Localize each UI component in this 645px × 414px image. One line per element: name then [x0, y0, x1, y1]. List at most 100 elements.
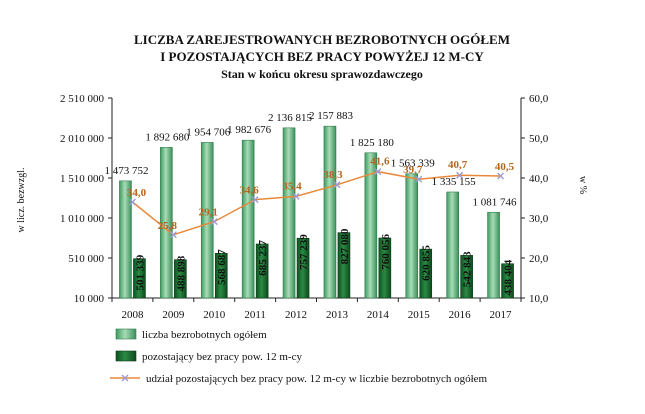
x-tick-label: 2014	[367, 309, 390, 321]
x-tick-label: 2016	[449, 309, 472, 321]
bar-total	[119, 180, 132, 299]
bar-long	[214, 253, 228, 299]
data-label-total: 1 825 180	[350, 137, 395, 149]
data-label-long: 438 404	[503, 259, 515, 295]
data-label-share: 40,5	[495, 161, 515, 173]
series-long-bars	[133, 232, 514, 299]
y-tick-label: 10 000	[74, 293, 105, 305]
data-label-long: 542 843	[462, 251, 474, 287]
share-marker	[251, 196, 259, 204]
share-marker	[497, 172, 505, 180]
bar-long	[174, 259, 187, 299]
bar-long	[337, 232, 351, 299]
bar-long	[501, 263, 514, 299]
data-label-share: 38,3	[323, 169, 343, 181]
bar-total	[446, 191, 459, 299]
share-marker	[333, 181, 341, 189]
bar-long	[296, 237, 310, 299]
data-label-total: 1 982 676	[227, 124, 272, 136]
data-label-share: 40,7	[448, 159, 468, 171]
y2-axis-label: w %	[577, 176, 588, 194]
legend-swatch-long	[115, 350, 137, 362]
bar-long	[378, 237, 392, 299]
bar-total	[364, 152, 378, 299]
legend-swatch-total	[115, 328, 137, 340]
data-label-total: 1 473 752	[104, 165, 148, 177]
y2-tick-label: 10,0	[529, 293, 549, 305]
y-tick-label: 1 510 000	[60, 173, 105, 185]
share-marker	[415, 175, 423, 183]
chart-title-line-1: LICZBA ZAREJESTROWANYCH BEZROBOTNYCH OGÓ…	[134, 32, 510, 47]
bar-total	[160, 147, 173, 299]
legend-label-share: udział pozostających bez pracy pow. 12 m…	[146, 373, 488, 385]
share-marker	[169, 231, 177, 239]
data-label-long: 685 237	[257, 239, 269, 275]
x-tick-label: 2015	[408, 309, 431, 321]
data-label-long: 620 855	[421, 245, 433, 281]
bar-long	[460, 255, 473, 299]
bar-total	[487, 211, 500, 299]
x-tick-label: 2011	[244, 309, 266, 321]
x-tick-label: 2009	[162, 309, 185, 321]
y2-tick-label: 40,0	[529, 173, 549, 185]
bar-long	[419, 248, 433, 299]
y2-tick-label: 30,0	[529, 213, 549, 225]
y-tick-label: 2 510 000	[60, 93, 105, 105]
data-label-share: 34,0	[127, 187, 147, 199]
y2-tick-label: 60,0	[529, 93, 549, 105]
y2-tick-label: 50,0	[529, 133, 549, 145]
data-label-share: 41,6	[370, 156, 390, 168]
bar-total	[405, 173, 419, 299]
legend: liczba bezrobotnych ogółem pozostający be…	[110, 328, 488, 385]
data-label-total: 1 954 706	[186, 126, 231, 138]
legend-label-long: pozostający bez pracy pow. 12 m-cy	[142, 351, 302, 363]
legend-label-total: liczba bezrobotnych ogółem	[142, 329, 267, 341]
share-marker	[210, 218, 218, 226]
series-total-bars	[119, 125, 500, 299]
bar-long	[255, 243, 269, 299]
data-label-total: 1 892 680	[145, 131, 190, 143]
y-tick-label: 2 010 000	[60, 133, 105, 145]
y-axis-label: w licz. bezwzgl.	[16, 168, 27, 233]
y-tick-label: 510 000	[68, 253, 104, 265]
y-tick-label: 1 010 000	[60, 213, 105, 225]
data-label-long: 568 687	[216, 249, 228, 285]
bar-long	[133, 258, 146, 299]
axes: 10 000 510 000 1 010 000 1 510 000 2 010 000…	[60, 93, 549, 321]
data-label-long: 501 339	[134, 254, 146, 290]
x-tick-label: 2017	[490, 309, 513, 321]
x-tick-label: 2013	[326, 309, 349, 321]
share-marker	[292, 192, 300, 200]
share-marker	[374, 168, 382, 176]
x-tick-label: 2012	[285, 309, 307, 321]
data-label-long: 760 056	[380, 233, 392, 269]
data-label-long: 757 239	[298, 234, 310, 270]
chart-title-line-2: I POZOSTAJĄCYCH BEZ PRACY POWYŻEJ 12 M-C…	[160, 49, 484, 64]
data-label-long: 488 898	[175, 255, 187, 291]
share-marker	[456, 171, 464, 179]
chart-subtitle: Stan w końcu okresu sprawozdawczego	[221, 67, 423, 81]
data-label-share: 39,7	[403, 164, 423, 176]
data-label-share: 35,4	[282, 180, 302, 192]
y2-tick-label: 20,0	[529, 253, 549, 265]
data-label-total: 1 563 339	[391, 158, 436, 170]
bar-total	[323, 125, 337, 299]
legend-swatch-share-marker	[121, 374, 129, 382]
data-label-total: 1 335 155	[432, 176, 477, 188]
bar-total	[282, 127, 296, 299]
data-label-total: 2 136 815	[268, 112, 313, 124]
data-label-total: 2 157 883	[309, 110, 354, 122]
share-line	[131, 170, 501, 236]
share-marker	[128, 198, 136, 206]
data-label-share: 34,6	[240, 185, 260, 197]
series-share-line	[128, 168, 505, 239]
bar-total	[241, 139, 255, 299]
data-label-long: 827 080	[339, 228, 351, 264]
x-tick-label: 2008	[121, 309, 144, 321]
data-label-share: 29,1	[199, 207, 218, 219]
bar-total	[200, 142, 214, 299]
data-label-total: 1 081 746	[473, 196, 518, 208]
data-label-share: 25,8	[158, 220, 178, 232]
